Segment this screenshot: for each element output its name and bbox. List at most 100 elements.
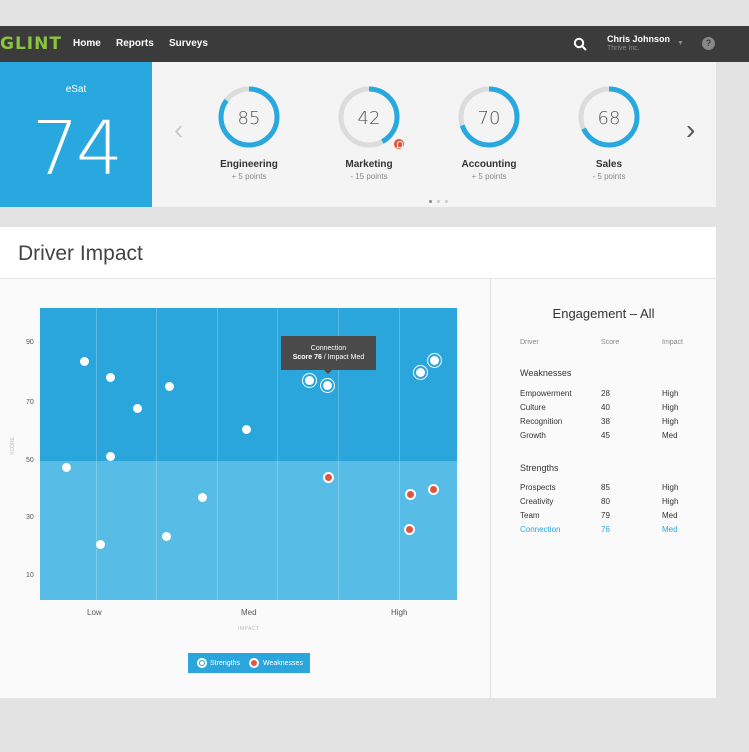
grid-line — [277, 308, 278, 600]
driver-score: 28 — [601, 389, 610, 398]
chevron-down-icon[interactable]: ▼ — [677, 40, 684, 47]
next-arrow-icon[interactable]: › — [686, 114, 696, 145]
carousel-dot[interactable] — [437, 200, 440, 203]
dept-gauge-sales[interactable]: 68 Sales - 5 points — [574, 84, 644, 181]
driver-impact: High — [662, 389, 679, 398]
top-nav-bar: GLINT Home Reports Surveys Chris Johnson… — [0, 26, 749, 62]
y-axis-title: SCORE — [9, 437, 16, 455]
chart-point-strength[interactable] — [242, 425, 251, 434]
gauge-dept-name: Marketing — [345, 159, 393, 170]
gauge-delta: + 5 points — [471, 172, 507, 181]
chart-point-strength[interactable] — [106, 452, 115, 461]
driver-score: 38 — [601, 417, 610, 426]
esat-value: 74 — [31, 106, 123, 192]
driver-name[interactable]: Growth — [520, 431, 546, 440]
driver-score: 40 — [601, 403, 610, 412]
tooltip-score: Score 76 — [292, 354, 322, 361]
driver-impact: Med — [662, 431, 678, 440]
gauge-fill — [338, 86, 400, 148]
plot-upper-band — [40, 308, 457, 461]
carousel-dots[interactable] — [429, 190, 453, 208]
driver-name[interactable]: Creativity — [520, 497, 554, 506]
tooltip-impact: / Impact Med — [321, 354, 365, 361]
plot-lower-band — [40, 461, 457, 600]
chart-point-strength[interactable] — [198, 493, 207, 502]
y-tick-label: 30 — [26, 514, 34, 521]
driver-impact-panel: Driver Impact 90 70 50 30 10 SCORE Low M… — [0, 227, 716, 698]
col-header-score: Score — [601, 339, 620, 346]
chart-point-weakness[interactable] — [323, 472, 334, 483]
y-tick-label: 70 — [26, 399, 34, 406]
dept-gauge-marketing[interactable]: 42 Marketing - 15 points — [334, 84, 404, 181]
alert-bell-icon[interactable] — [392, 137, 406, 151]
chart-point-strength[interactable] — [416, 368, 425, 377]
grid-line — [338, 308, 339, 600]
gauge-value: 42 — [358, 108, 381, 129]
gauge-delta: - 15 points — [350, 172, 388, 181]
gauge-dept-name: Sales — [595, 159, 623, 170]
panel-header: Driver Impact — [0, 227, 716, 279]
chart-tooltip: Connection Score 76 / Impact Med — [281, 336, 376, 374]
nav-reports[interactable]: Reports — [116, 38, 154, 49]
driver-name[interactable]: Prospects — [520, 483, 556, 492]
gauge-ring: 85 — [218, 86, 280, 148]
legend-strengths[interactable]: Strengths — [210, 660, 240, 667]
driver-name[interactable]: Empowerment — [520, 389, 572, 398]
chart-point-weakness[interactable] — [428, 484, 439, 495]
gauge-delta: + 5 points — [231, 172, 267, 181]
glint-logo[interactable]: GLINT — [0, 34, 62, 54]
y-tick-label: 50 — [26, 457, 34, 464]
x-tick-label: Low — [87, 608, 102, 617]
prev-arrow-icon[interactable]: ‹ — [174, 114, 184, 145]
y-tick-label: 90 — [26, 339, 34, 346]
driver-impact: High — [662, 483, 679, 492]
chart-point-strength[interactable] — [305, 376, 314, 385]
user-name[interactable]: Chris Johnson — [607, 34, 671, 44]
chart-point-strength[interactable] — [162, 532, 171, 541]
legend-weaknesses[interactable]: Weaknesses — [263, 660, 303, 667]
chart-point-strength-selected[interactable] — [323, 381, 332, 390]
gauge-fill — [458, 86, 520, 148]
chart-point-weakness[interactable] — [404, 524, 415, 535]
y-tick-label: 10 — [26, 572, 34, 579]
grid-line — [217, 308, 218, 600]
carousel-dot[interactable] — [445, 200, 448, 203]
driver-score: 79 — [601, 511, 610, 520]
panel-divider — [490, 279, 491, 698]
strengths-heading: Strengths — [520, 463, 559, 473]
chart-point-strength[interactable] — [62, 463, 71, 472]
driver-impact: High — [662, 403, 679, 412]
driver-name-selected[interactable]: Connection — [520, 525, 561, 534]
nav-surveys[interactable]: Surveys — [169, 38, 208, 49]
help-icon[interactable]: ? — [702, 37, 715, 50]
driver-impact-selected: Med — [662, 525, 678, 534]
tooltip-detail: Score 76 / Impact Med — [281, 353, 376, 362]
chart-point-strength[interactable] — [80, 357, 89, 366]
chart-point-strength[interactable] — [106, 373, 115, 382]
gauge-dept-name: Accounting — [461, 159, 517, 170]
dept-gauge-accounting[interactable]: 70 Accounting + 5 points — [454, 84, 524, 181]
nav-home[interactable]: Home — [73, 38, 101, 49]
gauge-ring: 70 — [458, 86, 520, 148]
grid-line — [96, 308, 97, 600]
gauge-ring: 42 — [338, 86, 400, 148]
chart-point-strength[interactable] — [165, 382, 174, 391]
chart-point-weakness[interactable] — [405, 489, 416, 500]
driver-name[interactable]: Culture — [520, 403, 546, 412]
chart-point-strength[interactable] — [430, 356, 439, 365]
gauge-value: 85 — [238, 108, 261, 129]
chart-point-strength[interactable] — [133, 404, 142, 413]
col-header-impact: Impact — [662, 339, 684, 346]
search-icon[interactable] — [573, 37, 587, 51]
gauge-fill — [578, 86, 640, 148]
driver-name[interactable]: Recognition — [520, 417, 563, 426]
driver-name[interactable]: Team — [520, 511, 540, 520]
strengths-swatch — [197, 658, 207, 668]
dept-gauge-engineering[interactable]: 85 Engineering + 5 points — [214, 84, 284, 181]
carousel-dot[interactable] — [429, 200, 432, 203]
x-axis-title: IMPACT — [238, 626, 260, 632]
chart-point-strength[interactable] — [96, 540, 105, 549]
user-company: Thrive Inc. — [607, 45, 640, 52]
summary-strip: eSat 74 ‹ › 85 Engineering + 5 points 42 Mar… — [0, 62, 716, 207]
esat-tile: eSat 74 — [0, 62, 152, 207]
